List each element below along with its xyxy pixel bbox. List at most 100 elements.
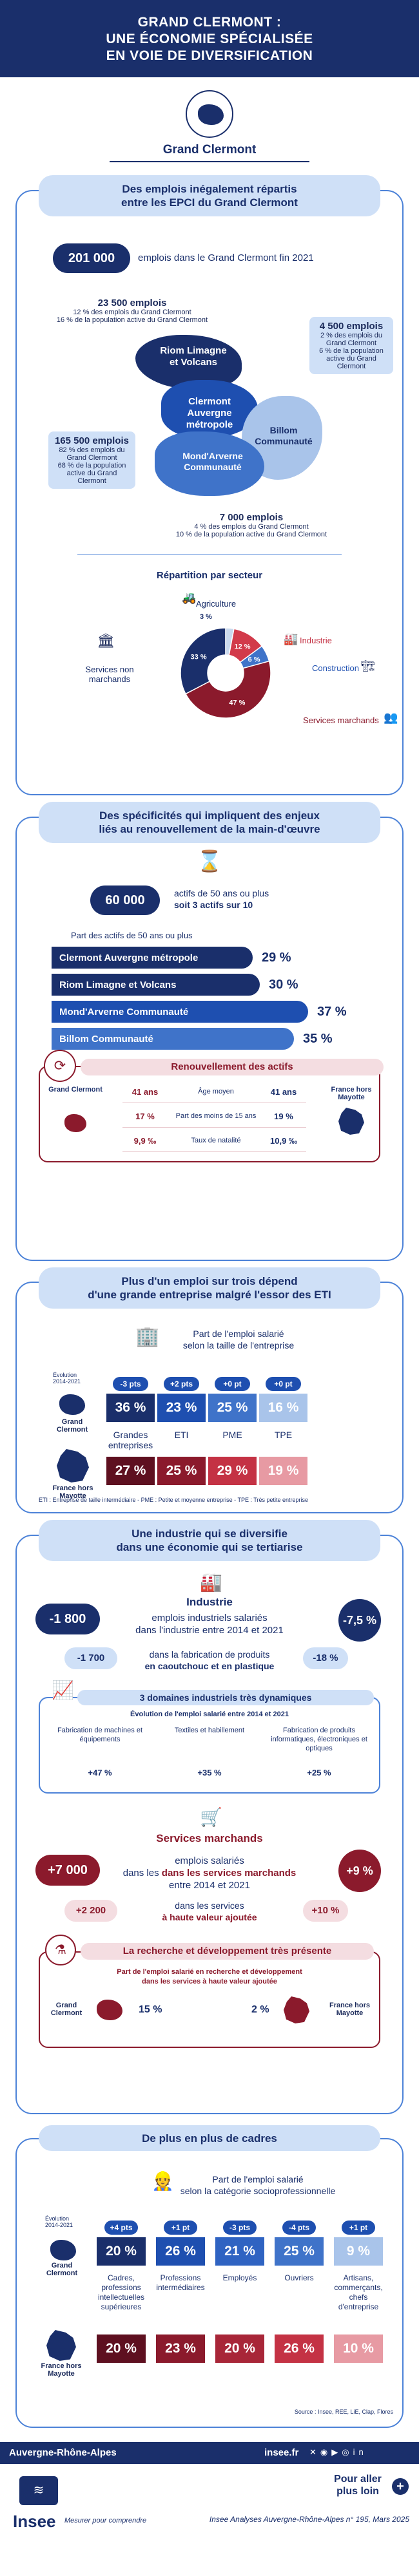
industry-text: emplois industriels salariés dans l'indu… <box>116 1612 303 1636</box>
share-label: Part des actifs de 50 ans ou plus <box>71 931 193 940</box>
more-line2: plus loin <box>336 2486 379 2497</box>
building-icon: 🏢 <box>135 1326 160 1347</box>
cadres-gc-3: 25 % <box>275 2237 324 2266</box>
age-bar-0: Clermont Auvergne métropole <box>52 947 253 969</box>
cadres-evolution-0: +4 pts <box>104 2221 138 2235</box>
age-bar-value-3: 35 % <box>303 1032 333 1046</box>
worker-icon: 👷 <box>151 2171 174 2191</box>
cadres-evolution-2: -3 pts <box>223 2221 257 2235</box>
section-size-title-line1: Plus d'un emploi sur trois dépend <box>121 1275 298 1287</box>
services-sub-text: dans les services à haute valeur ajoutée <box>126 1900 293 1923</box>
size-gc-label: Grand Clermont <box>56 1418 88 1434</box>
sector-label-services-marchands: Services marchands <box>303 715 379 725</box>
dynamic-subtitle: Évolution de l'emploi salarié entre 2014… <box>130 1710 289 1718</box>
size-subtitle-line1: Part de l'emploi salarié <box>193 1329 284 1339</box>
territory-name: Grand Clermont <box>162 143 257 156</box>
section-workforce-title: Des spécificités qui impliquent des enje… <box>39 802 380 843</box>
cadres-fr-1: 23 % <box>156 2334 205 2363</box>
section-workforce-title-line1: Des spécificités qui impliquent des enje… <box>99 810 320 822</box>
section-jobs-title: Des emplois inégalement répartis entre l… <box>39 175 380 216</box>
cadres-category-1: Professions intermédiaires <box>156 2273 205 2292</box>
renewal-right-label: France hors Mayotte <box>331 1086 372 1101</box>
industry-text-line2: dans l'industrie entre 2014 et 2021 <box>135 1625 284 1636</box>
footer-site-link[interactable]: insee.fr <box>264 2447 299 2458</box>
section-cadres <box>15 2138 404 2428</box>
cadres-subtitle-line2: selon la catégorie socioprofessionnelle <box>180 2186 336 2196</box>
size-evolution-1: +2 pts <box>164 1377 199 1391</box>
cadres-gc-map-icon <box>50 2240 76 2260</box>
size-gc-0: 36 % <box>106 1394 155 1422</box>
cadres-evolution-4: +1 pt <box>342 2221 375 2235</box>
size-gc-2: 25 % <box>208 1394 257 1422</box>
factory-icon: 🏭 <box>284 632 298 645</box>
donut-label-2: 6 % <box>248 656 260 664</box>
territory-badge <box>186 90 233 138</box>
section-jobs-title-line1: Des emplois inégalement répartis <box>122 183 297 195</box>
callout-mondarverne-line1: 4 % des emplois du Grand Clermont <box>194 523 309 531</box>
footer-region: Auvergne-Rhône-Alpes <box>9 2447 117 2458</box>
cadres-france-label: France hors Mayotte <box>41 2362 82 2378</box>
cadres-fr-4: 10 % <box>334 2334 383 2363</box>
rd-box <box>39 1951 380 2048</box>
rd-title: La recherche et développement très prése… <box>81 1943 374 1960</box>
rd-right-label: France hors Mayotte <box>329 2002 370 2017</box>
industry-sub-left: -1 700 <box>64 1647 117 1669</box>
callout-mondarverne-jobs: 7 000 emplois <box>219 512 284 523</box>
cadres-subtitle: Part de l'emploi salarié selon la catégo… <box>161 2174 355 2197</box>
callout-mondarverne-line2: 10 % de la population active du Grand Cl… <box>175 531 327 538</box>
services-sub-right: +10 % <box>303 1900 348 1922</box>
cadres-gc-1: 26 % <box>156 2237 205 2266</box>
renewal-icon: ⟳ <box>44 1050 76 1082</box>
age-bar-2: Mond'Arverne Communauté <box>52 1001 308 1023</box>
services-title: Services marchands <box>156 1832 263 1844</box>
sector-label-construction: Construction <box>312 663 359 673</box>
dynamic-value-2: +25 % <box>307 1768 331 1777</box>
social-icons[interactable]: ✕◉▶◎in <box>309 2447 367 2457</box>
size-category-3: TPE <box>274 1430 293 1440</box>
industry-right-value: -7,5 % <box>338 1599 381 1642</box>
size-subtitle: Part de l'emploi salarié selon la taille… <box>155 1328 322 1351</box>
map-label-billom: Billom Communauté <box>255 425 313 446</box>
dynamic-value-1: +35 % <box>197 1768 222 1777</box>
map-label-clermont: Clermont Auvergne métropole <box>186 396 233 430</box>
callout-billom-jobs: 4 500 emplois <box>319 321 384 332</box>
people-icon: 👥 <box>384 711 398 724</box>
total-jobs-label: emplois dans le Grand Clermont fin 2021 <box>138 252 314 263</box>
industry-left-value: -1 800 <box>35 1604 100 1634</box>
size-france-label: France hors Mayotte <box>52 1484 93 1500</box>
source: Source : Insee, REE, LiE, Clap, Flores <box>294 2409 393 2415</box>
plus-icon[interactable]: + <box>392 2478 409 2495</box>
size-category-0: Grandes entreprises <box>108 1430 153 1450</box>
sector-label-industrie: Industrie <box>300 636 332 645</box>
donut-slice-3 <box>184 660 271 719</box>
dynamic-item-1: Textiles et habillement <box>174 1727 245 1734</box>
callout-billom-line2: 6 % de la population active du Grand Cle… <box>319 347 384 370</box>
tractor-icon: 🚜 <box>182 591 197 604</box>
more-link[interactable]: Pour aller plus loin <box>322 2473 393 2497</box>
cadres-category-0: Cadres, professions intellectuelles supé… <box>97 2273 145 2311</box>
services-left-value: +7 000 <box>35 1855 100 1886</box>
industry-sub-text-line1: dans la fabrication de produits <box>149 1649 270 1660</box>
active-line2: soit 3 actifs sur 10 <box>174 900 253 910</box>
title-banner: GRAND CLERMONT : UNE ÉCONOMIE SPÉCIALISÉ… <box>0 0 419 77</box>
insee-logo-text: Insee <box>13 2512 56 2531</box>
cadres-category-2: Employés <box>222 2273 257 2282</box>
services-sub-left: +2 200 <box>64 1900 117 1922</box>
size-evolution-2: +0 pt <box>215 1377 250 1391</box>
size-fr-0: 27 % <box>106 1457 155 1485</box>
cadres-gc-label: Grand Clermont <box>46 2262 78 2277</box>
callout-riom-line1: 12 % des emplois du Grand Clermont <box>73 308 191 316</box>
cadres-fr-2: 20 % <box>215 2334 264 2363</box>
donut-slice-4 <box>180 627 226 695</box>
cadres-gc-2: 21 % <box>215 2237 264 2266</box>
title-line-1: GRAND CLERMONT : <box>137 15 282 30</box>
renewal-label-1: Part des moins de 15 ans <box>175 1112 257 1120</box>
cadres-fr-3: 26 % <box>275 2334 324 2363</box>
renewal-left-1: 17 % <box>135 1112 155 1121</box>
industry-sub-right: -18 % <box>303 1647 348 1669</box>
size-evolution-3: +0 pt <box>266 1377 301 1391</box>
renewal-divider-1 <box>122 1127 306 1128</box>
public-building-icon: 🏛 <box>97 632 115 649</box>
callout-riom-jobs: 23 500 emplois <box>97 298 167 308</box>
donut-label-3: 47 % <box>229 699 245 707</box>
